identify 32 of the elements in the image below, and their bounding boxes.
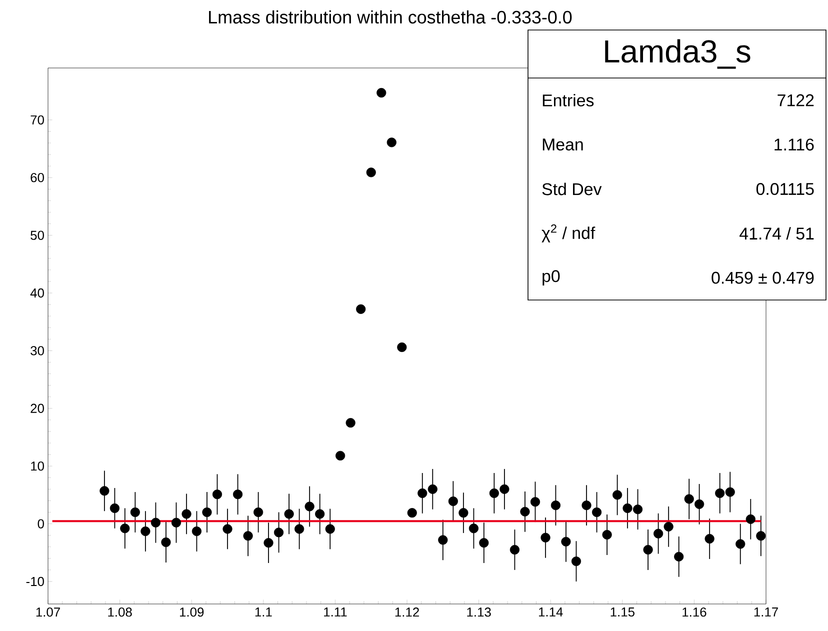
y-tick-label: 60 xyxy=(30,173,44,182)
x-tick-label: 1.14 xyxy=(538,608,563,616)
x-tick-label: 1.09 xyxy=(180,608,204,617)
annotation: 0.459 ± 0.479 xyxy=(712,272,814,284)
y-tick-label: 20 xyxy=(30,404,44,413)
y-tick-label: 0 xyxy=(38,519,44,528)
text: 7122 xyxy=(778,94,814,106)
annotation: 0.01115 xyxy=(756,182,814,195)
y-tick-label: 30 xyxy=(30,346,44,356)
x-tick-label: 1.07 xyxy=(36,608,60,617)
x-tick-label: 1.15 xyxy=(610,608,634,617)
y-tick-label: 50 xyxy=(30,230,44,240)
x-tick-label: 1.1 xyxy=(255,608,272,616)
annotation: Std Dev xyxy=(542,182,602,196)
x-tick-label: 1.16 xyxy=(682,608,706,617)
annotation: χ$^{2}$ / ndf xyxy=(542,224,596,242)
annotation: Mean xyxy=(542,138,583,151)
x-tick-label: 1.13 xyxy=(467,608,491,617)
chart-title: Lmass distribution within costhetha -0.333-0.0 xyxy=(209,10,572,24)
annotation: p0 xyxy=(542,270,560,286)
x-tick-label: 1.08 xyxy=(108,608,132,617)
annotation: Lamda3_s xyxy=(605,39,750,69)
annotation: Entries xyxy=(542,94,594,106)
y-tick-label: 10 xyxy=(31,462,44,471)
y-tick-label: 40 xyxy=(30,288,44,298)
x-tick-label: 1.17 xyxy=(754,608,778,616)
x-tick-label: 1.12 xyxy=(395,608,419,617)
y-tick-label: -10 xyxy=(26,576,44,586)
text: 1.116 xyxy=(774,138,814,151)
annotation: 41.74 / 51 xyxy=(740,227,814,240)
y-tick-label: 70 xyxy=(30,115,44,124)
x-tick-label: 1.11 xyxy=(324,608,347,616)
